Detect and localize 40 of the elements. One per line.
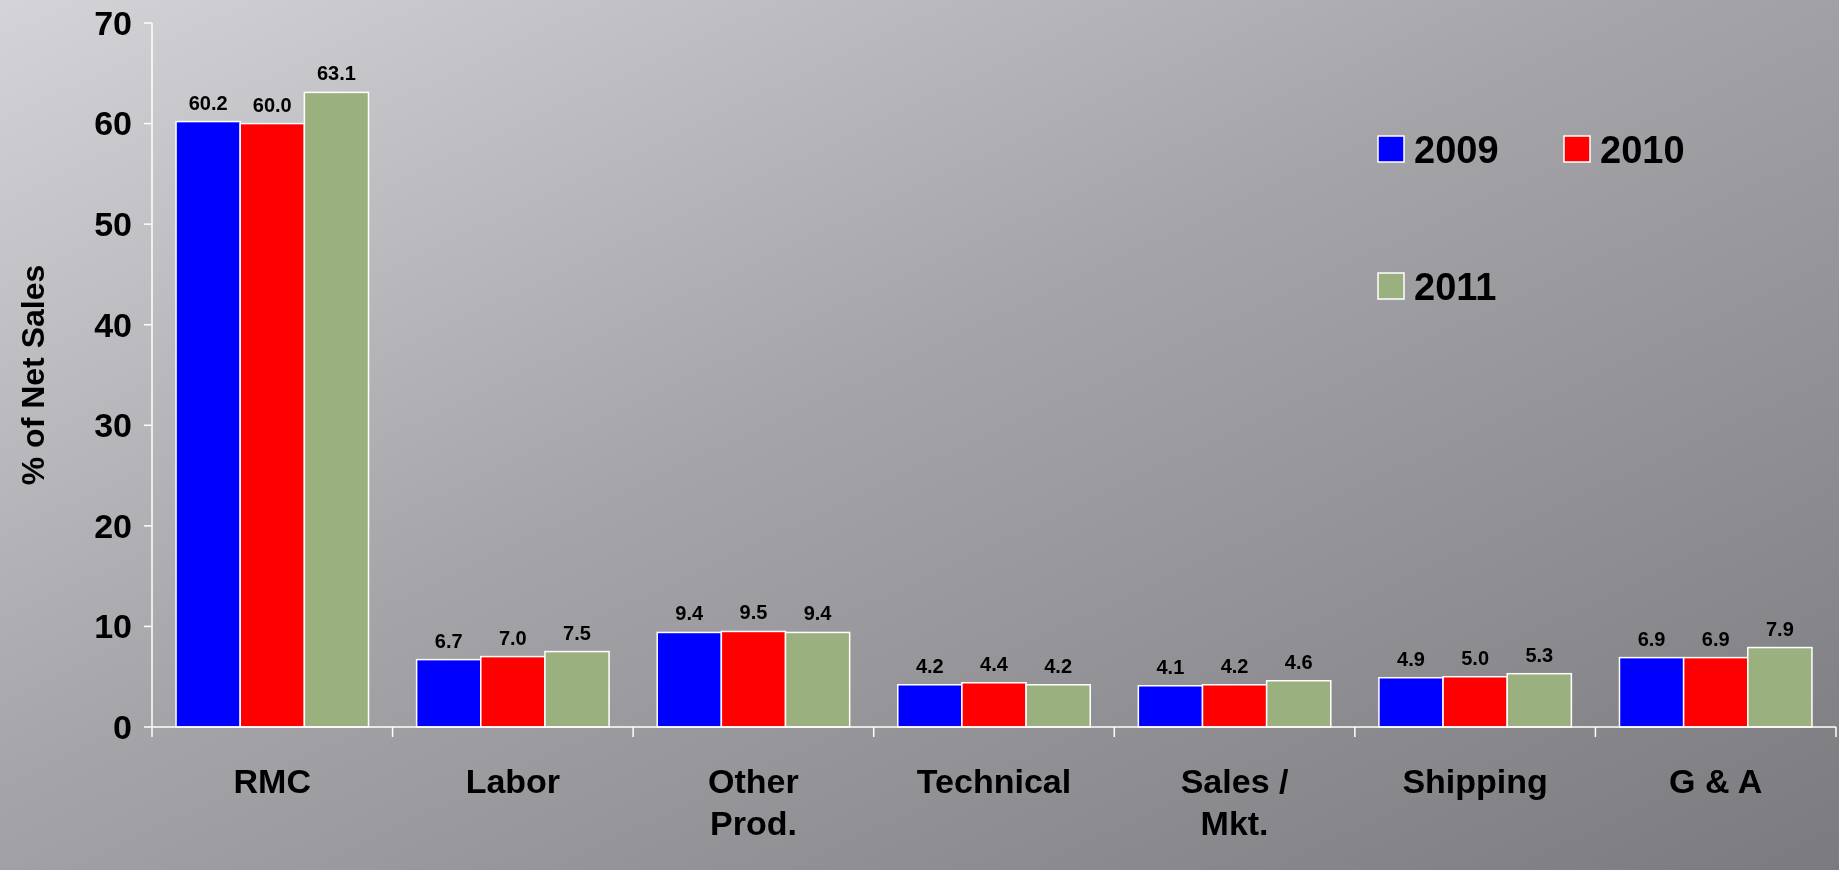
x-tick-label: G & A bbox=[1669, 762, 1763, 800]
y-tick-label: 60 bbox=[94, 104, 132, 143]
x-tick-label: Sales / Mkt. bbox=[1180, 762, 1289, 842]
data-label: 60.2 bbox=[188, 91, 228, 114]
data-label: 9.5 bbox=[739, 601, 768, 624]
data-label: 5.3 bbox=[1525, 643, 1554, 666]
x-tick-label: RMC bbox=[233, 762, 311, 800]
y-tick-label: 70 bbox=[94, 3, 132, 42]
data-label: 6.7 bbox=[434, 629, 463, 652]
x-tick-label: Technical bbox=[916, 762, 1072, 800]
legend-label: 2011 bbox=[1414, 266, 1497, 309]
data-label: 4.4 bbox=[980, 652, 1009, 675]
data-label: 7.5 bbox=[563, 621, 591, 644]
data-label: 4.1 bbox=[1156, 655, 1185, 678]
x-tick-label: Labor bbox=[465, 762, 561, 800]
data-label: 4.2 bbox=[1044, 654, 1073, 677]
y-axis-title: % of Net Sales bbox=[15, 264, 51, 486]
data-label: 6.9 bbox=[1637, 627, 1666, 650]
legend-label: 2009 bbox=[1414, 129, 1499, 172]
data-label: 7.9 bbox=[1765, 617, 1794, 640]
data-label: 63.1 bbox=[316, 62, 356, 85]
data-label: 9.4 bbox=[675, 602, 705, 625]
data-label: 9.4 bbox=[803, 602, 833, 625]
x-tick-label: Other Prod. bbox=[708, 762, 799, 842]
y-tick-label: 40 bbox=[94, 305, 132, 344]
y-tick-label: 0 bbox=[113, 707, 132, 746]
data-label: 4.2 bbox=[915, 654, 944, 677]
data-label: 4.9 bbox=[1397, 647, 1425, 670]
y-tick-label: 50 bbox=[94, 205, 132, 244]
y-tick-label: 20 bbox=[94, 506, 132, 545]
y-tick-label: 10 bbox=[94, 607, 132, 646]
data-label: 4.2 bbox=[1220, 654, 1249, 677]
data-label: 5.0 bbox=[1461, 646, 1490, 669]
data-label: 6.9 bbox=[1701, 627, 1730, 650]
data-label: 4.6 bbox=[1284, 650, 1313, 673]
data-label: 7.0 bbox=[498, 626, 527, 649]
legend-label: 2010 bbox=[1600, 129, 1685, 172]
data-label: 60.0 bbox=[252, 93, 292, 116]
x-tick-label: Shipping bbox=[1402, 762, 1548, 800]
y-tick-label: 30 bbox=[94, 406, 132, 445]
